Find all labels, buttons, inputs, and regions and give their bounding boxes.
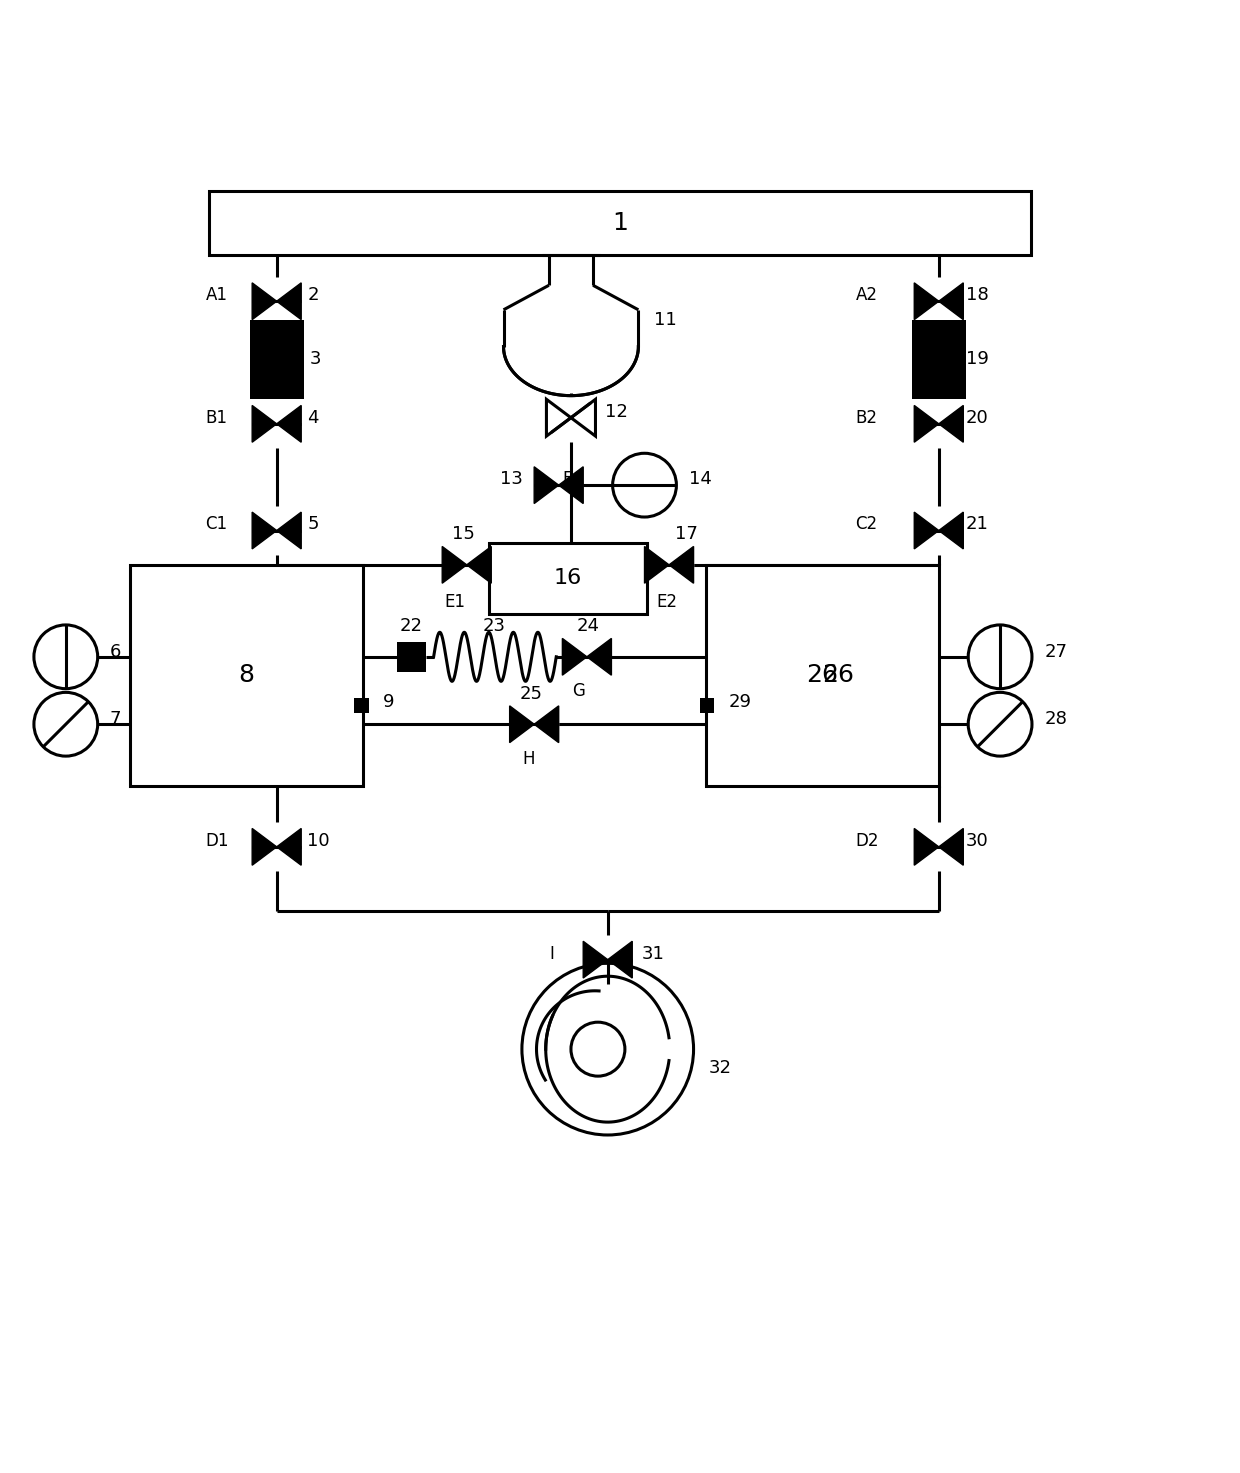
Polygon shape xyxy=(645,546,670,583)
Polygon shape xyxy=(277,513,301,549)
Text: 25: 25 xyxy=(520,685,542,703)
Text: B2: B2 xyxy=(856,408,878,427)
Text: 11: 11 xyxy=(655,311,677,328)
Polygon shape xyxy=(252,828,277,865)
Text: I: I xyxy=(549,944,554,962)
Polygon shape xyxy=(466,546,491,583)
Text: B1: B1 xyxy=(206,408,228,427)
Polygon shape xyxy=(939,283,963,320)
Text: 28: 28 xyxy=(1044,710,1068,728)
Polygon shape xyxy=(587,638,611,675)
Polygon shape xyxy=(277,405,301,442)
Text: 9: 9 xyxy=(383,694,394,711)
Text: 16: 16 xyxy=(554,569,582,588)
Polygon shape xyxy=(443,546,466,583)
Text: 26: 26 xyxy=(806,663,838,688)
Text: 31: 31 xyxy=(642,944,665,962)
Text: 22: 22 xyxy=(399,617,423,635)
Text: 20: 20 xyxy=(966,408,988,427)
Polygon shape xyxy=(914,405,939,442)
Text: C1: C1 xyxy=(206,516,228,533)
Text: 15: 15 xyxy=(453,526,475,544)
Text: 23: 23 xyxy=(482,617,506,635)
Polygon shape xyxy=(914,513,939,549)
Text: 7: 7 xyxy=(110,710,122,728)
Polygon shape xyxy=(559,467,583,504)
Text: 1: 1 xyxy=(613,211,627,234)
Bar xyxy=(129,564,362,785)
Bar xyxy=(249,320,304,399)
Polygon shape xyxy=(583,941,608,978)
Text: 12: 12 xyxy=(605,402,629,421)
Text: 4: 4 xyxy=(308,408,319,427)
Text: 6: 6 xyxy=(110,642,122,661)
Text: C2: C2 xyxy=(856,516,878,533)
Text: 21: 21 xyxy=(966,516,988,533)
Polygon shape xyxy=(914,828,939,865)
Text: 24: 24 xyxy=(577,617,600,635)
Text: E1: E1 xyxy=(445,592,466,611)
Text: A2: A2 xyxy=(856,286,878,303)
Bar xyxy=(353,698,368,713)
Text: 26: 26 xyxy=(822,663,854,688)
Text: F: F xyxy=(563,470,572,488)
Bar xyxy=(911,320,966,399)
Text: G: G xyxy=(572,682,585,700)
Text: 32: 32 xyxy=(708,1059,732,1077)
Text: 2: 2 xyxy=(308,286,319,303)
Polygon shape xyxy=(252,513,277,549)
Text: D2: D2 xyxy=(856,832,879,850)
Polygon shape xyxy=(563,638,587,675)
Text: 30: 30 xyxy=(966,832,988,850)
Bar xyxy=(489,542,647,614)
Text: 10: 10 xyxy=(308,832,330,850)
Text: 29: 29 xyxy=(729,694,753,711)
Text: 8: 8 xyxy=(238,663,254,688)
Polygon shape xyxy=(939,513,963,549)
Text: 17: 17 xyxy=(675,526,698,544)
Polygon shape xyxy=(608,941,632,978)
Bar xyxy=(699,698,714,713)
Polygon shape xyxy=(670,546,693,583)
Polygon shape xyxy=(277,828,301,865)
Bar xyxy=(210,191,1030,255)
Polygon shape xyxy=(252,405,277,442)
Text: 27: 27 xyxy=(1044,642,1068,661)
Text: D1: D1 xyxy=(206,832,229,850)
Polygon shape xyxy=(534,706,559,742)
Text: A1: A1 xyxy=(206,286,228,303)
Text: 13: 13 xyxy=(500,470,523,488)
Polygon shape xyxy=(510,706,534,742)
Polygon shape xyxy=(914,283,939,320)
Text: E2: E2 xyxy=(657,592,678,611)
Text: 18: 18 xyxy=(966,286,988,303)
Polygon shape xyxy=(277,283,301,320)
Text: 5: 5 xyxy=(308,516,319,533)
Polygon shape xyxy=(534,467,559,504)
Bar xyxy=(706,564,939,785)
Text: 3: 3 xyxy=(310,351,321,368)
Bar xyxy=(397,642,427,672)
Text: 19: 19 xyxy=(966,351,988,368)
Polygon shape xyxy=(252,283,277,320)
Text: H: H xyxy=(522,750,534,767)
Polygon shape xyxy=(939,405,963,442)
Polygon shape xyxy=(939,828,963,865)
Text: 14: 14 xyxy=(688,470,712,488)
